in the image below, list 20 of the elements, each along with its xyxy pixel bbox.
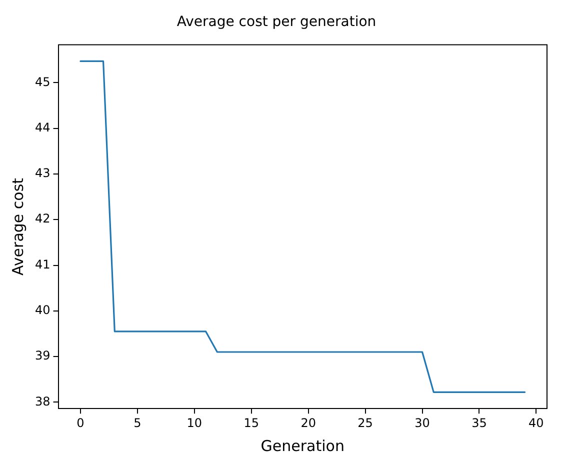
x-tick-label: 5 (134, 416, 142, 430)
x-tick-label: 15 (244, 416, 260, 430)
x-axis-title: Generation (260, 436, 344, 455)
y-tick-label: 44 (34, 120, 50, 134)
chart-title: Average cost per generation (176, 14, 376, 30)
y-tick-label: 38 (34, 394, 50, 408)
x-tick-label: 40 (528, 416, 544, 430)
x-tick-label: 30 (414, 416, 430, 430)
x-tick-label: 20 (300, 416, 316, 430)
y-tick-label: 45 (34, 74, 50, 89)
x-tick-label: 10 (186, 416, 202, 430)
y-tick-label: 42 (34, 212, 50, 226)
y-tick-label: 43 (34, 166, 50, 180)
y-tick-label: 41 (34, 257, 50, 272)
y-axis-title: Average cost (8, 178, 27, 276)
x-tick-label: 35 (472, 416, 487, 430)
x-tick-label: 25 (358, 416, 373, 430)
y-tick-label: 40 (34, 303, 50, 318)
x-tick-label: 0 (76, 416, 84, 430)
y-tick-label: 39 (34, 348, 50, 363)
